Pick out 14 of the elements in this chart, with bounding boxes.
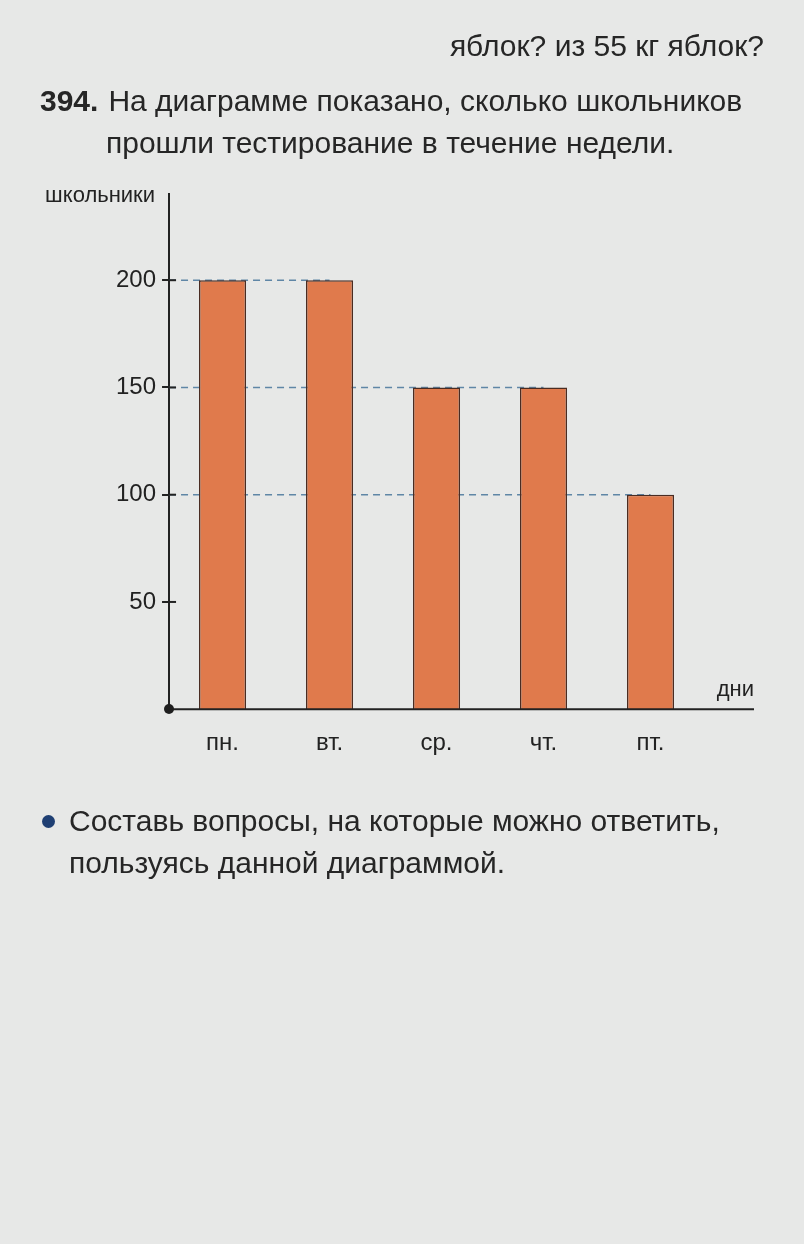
x-tick-label: вт. [315, 728, 344, 756]
y-tick-label: 100 [116, 479, 157, 507]
x-tick-label: ср. [420, 728, 453, 756]
x-tick-label: пт. [636, 728, 665, 756]
text: Составь вопросы, на которые можно ответить, пользуясь данной диаграммой. [69, 803, 721, 881]
x-tick-label: чт. [529, 728, 558, 756]
text: яблок? из 55 кг яблок? [448, 28, 764, 64]
x-axis-title: дни [716, 676, 754, 702]
chart-title: 394. На диаграмме показано, сколько школьников прошли тестирование в течение недели. [40, 84, 743, 159]
y-axis-title: школьники [45, 182, 156, 208]
y-tick-label: 50 [129, 586, 157, 614]
x-tick-label: пн. [206, 728, 239, 756]
y-tick-label: 200 [116, 264, 157, 292]
y-tick-label: 150 [116, 372, 157, 400]
